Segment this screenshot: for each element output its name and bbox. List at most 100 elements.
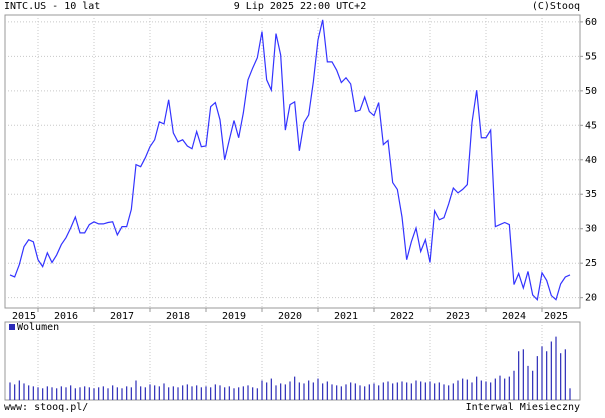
- x-tick-label: 2023: [446, 311, 470, 322]
- volume-bar: [546, 351, 548, 400]
- volume-bar: [387, 381, 389, 400]
- volume-bar: [84, 386, 86, 400]
- volume-bar: [462, 378, 464, 400]
- y-tick-label: 60: [585, 17, 597, 28]
- volume-bar: [130, 387, 132, 400]
- volume-bar: [429, 381, 431, 400]
- x-tick-label: 2019: [222, 311, 246, 322]
- volume-bar: [340, 386, 342, 400]
- volume-bar: [396, 382, 398, 400]
- x-tick-label: 2021: [334, 311, 358, 322]
- volume-bar: [485, 381, 487, 400]
- volume-bar: [200, 387, 202, 400]
- volume-bar: [448, 385, 450, 400]
- volume-bar: [326, 381, 328, 400]
- volume-bar: [98, 387, 100, 400]
- volume-bar: [569, 388, 571, 400]
- volume-bar: [154, 385, 156, 400]
- volume-bar: [172, 386, 174, 400]
- volume-bar: [364, 386, 366, 400]
- volume-bar: [168, 387, 170, 400]
- volume-bar: [368, 384, 370, 400]
- volume-bar: [266, 382, 268, 400]
- volume-frame: [4, 321, 581, 401]
- volume-bar: [504, 378, 506, 400]
- volume-bar: [298, 382, 300, 400]
- y-tick-label: 25: [585, 258, 597, 269]
- volume-bar: [350, 382, 352, 400]
- volume-bar: [392, 383, 394, 400]
- footer-right: Interwal Miesieczny: [466, 402, 580, 413]
- price-line: [9, 19, 571, 301]
- volume-bar: [331, 384, 333, 400]
- volume-bar: [322, 383, 324, 400]
- volume-bar: [9, 382, 11, 400]
- volume-bar: [70, 385, 72, 400]
- volume-bar: [116, 387, 118, 400]
- volume-bar: [158, 386, 160, 400]
- symbol: INTC.US - 10 lat: [4, 1, 100, 12]
- volume-bar: [51, 387, 53, 400]
- x-tick-label: 2017: [110, 311, 134, 322]
- volume-bar: [522, 349, 524, 400]
- volume-bar: [359, 385, 361, 400]
- volume-bar: [308, 380, 310, 400]
- volume-bar: [564, 349, 566, 400]
- volume-bar: [37, 387, 39, 400]
- volume-bar: [140, 386, 142, 400]
- volume-bar: [256, 388, 258, 400]
- legend-swatch: [9, 324, 15, 330]
- volume-bar: [191, 386, 193, 400]
- volume-bar: [508, 376, 510, 400]
- volume-bar: [261, 380, 263, 400]
- volume-bar: [107, 388, 109, 400]
- volume-bar: [238, 387, 240, 400]
- volume-bar: [466, 379, 468, 400]
- volume-bar: [443, 384, 445, 400]
- volume-bar: [23, 383, 25, 400]
- volume-bar: [28, 385, 30, 400]
- volume-bar: [401, 381, 403, 400]
- volume-bar: [177, 387, 179, 400]
- volume-bar: [560, 353, 562, 400]
- y-tick-label: 55: [585, 51, 597, 62]
- x-tick-label: 2020: [278, 311, 302, 322]
- x-tick-label: 2016: [54, 311, 78, 322]
- volume-bar: [149, 384, 151, 400]
- y-tick-label: 45: [585, 120, 597, 131]
- volume-bar: [555, 336, 557, 400]
- y-tick-label: 50: [585, 86, 597, 97]
- volume-bar: [373, 383, 375, 400]
- volume-bar: [513, 370, 515, 400]
- date: 9 Lip 2025 22:00 UTC+2: [234, 1, 366, 12]
- volume-bar: [144, 387, 146, 400]
- volume-bar: [88, 387, 90, 400]
- volume-bar: [317, 378, 319, 400]
- volume-bar: [499, 375, 501, 400]
- volume-bar: [382, 382, 384, 400]
- volume-bar: [345, 384, 347, 400]
- y-tick-label: 20: [585, 293, 597, 304]
- volume-bar: [550, 341, 552, 400]
- volume-bar: [79, 387, 81, 400]
- y-tick-label: 40: [585, 155, 597, 166]
- volume-bar: [406, 382, 408, 400]
- volume-bar: [378, 385, 380, 400]
- volume-bar: [354, 383, 356, 400]
- volume-bar: [182, 385, 184, 400]
- volume-bar: [280, 383, 282, 400]
- price-frame: [4, 14, 581, 309]
- volume-bar: [102, 386, 104, 400]
- x-tick-label: 2022: [390, 311, 414, 322]
- volume-bar: [275, 385, 277, 400]
- volume-bar: [56, 388, 58, 400]
- volume-bar: [452, 383, 454, 400]
- volume-bar: [60, 386, 62, 400]
- volume-bar: [532, 370, 534, 400]
- volume-bar: [135, 380, 137, 400]
- volume-bar: [210, 387, 212, 400]
- volume-bar: [252, 387, 254, 400]
- volume-bar: [46, 386, 48, 400]
- volume-bar: [476, 376, 478, 400]
